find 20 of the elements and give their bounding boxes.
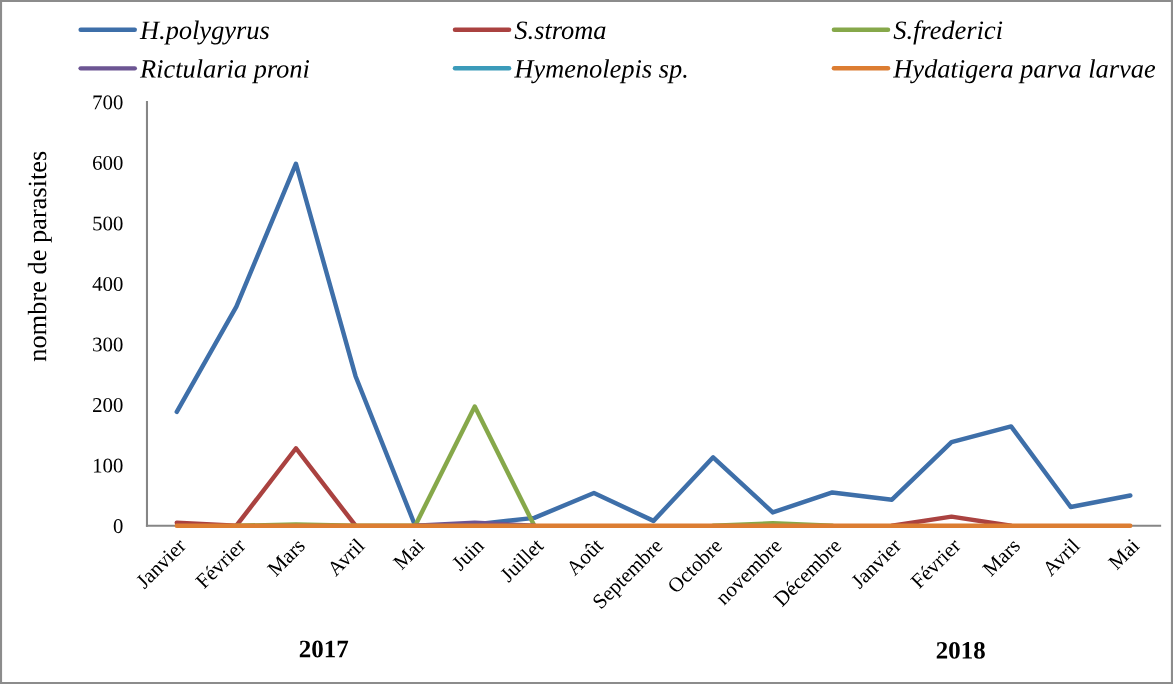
y-tick-label: 200 xyxy=(93,398,123,413)
legend-label: S.stroma xyxy=(514,21,606,40)
y-tick-label: 500 xyxy=(93,216,123,231)
y-tick-label: 700 xyxy=(93,95,123,110)
y-tick-label: 400 xyxy=(92,276,123,292)
text: 2018 xyxy=(936,641,985,659)
legend-label: Hymenolepis sp. xyxy=(514,59,687,84)
y-axis-title: nombre de parasites xyxy=(27,151,52,362)
legend-label: Hydatigera parva larvae xyxy=(893,59,1156,84)
y-tick-label: 600 xyxy=(93,155,123,170)
x-tick-label: Mai xyxy=(1107,537,1141,571)
legend-label: S.frederici xyxy=(893,20,1003,45)
y-tick-label: 100 xyxy=(93,458,123,473)
legend-label: Rictularia proni xyxy=(139,59,310,84)
x-tick-label: Mai xyxy=(392,537,426,571)
y-tick-label: 0 xyxy=(113,519,123,534)
legend-label: H.polygyrus xyxy=(139,20,269,45)
y-tick-label: 300 xyxy=(93,337,123,352)
text: 2017 xyxy=(299,640,349,658)
x-tick-label: Juin xyxy=(450,537,485,572)
